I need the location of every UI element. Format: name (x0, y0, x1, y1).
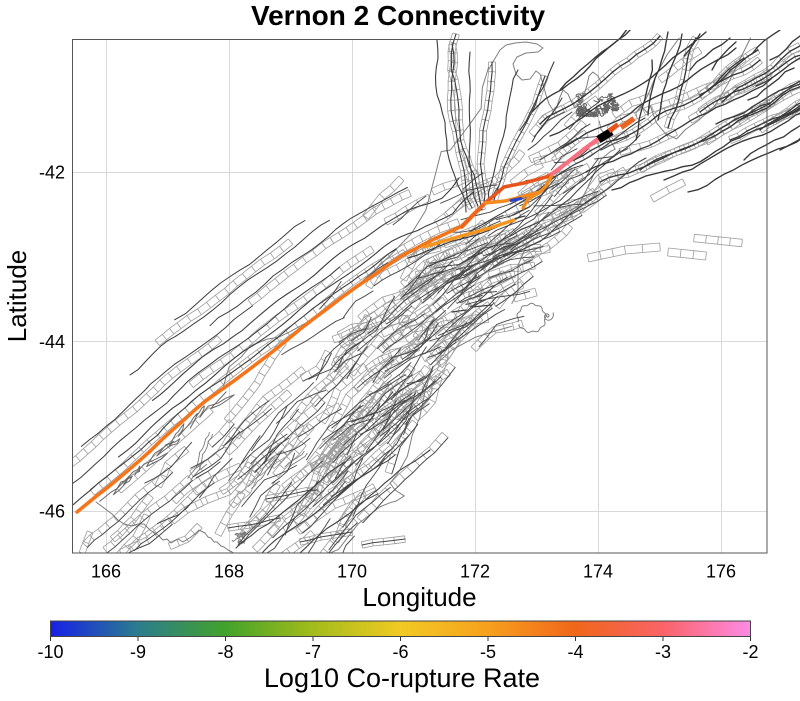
svg-text:176: 176 (706, 562, 736, 582)
svg-text:-2: -2 (742, 642, 758, 662)
svg-text:166: 166 (91, 562, 121, 582)
svg-text:-9: -9 (130, 642, 146, 662)
svg-text:170: 170 (337, 562, 367, 582)
svg-text:-5: -5 (480, 642, 496, 662)
svg-text:-8: -8 (217, 642, 233, 662)
svg-text:-3: -3 (655, 642, 671, 662)
svg-text:Longitude: Longitude (362, 582, 476, 612)
svg-text:168: 168 (214, 562, 244, 582)
svg-text:172: 172 (460, 562, 490, 582)
svg-text:-46: -46 (39, 502, 65, 522)
svg-text:Log10 Co-rupture Rate: Log10 Co-rupture Rate (264, 663, 540, 693)
svg-text:Latitude: Latitude (2, 250, 32, 343)
svg-text:Vernon 2 Connectivity: Vernon 2 Connectivity (251, 0, 545, 31)
svg-text:-6: -6 (392, 642, 408, 662)
svg-text:-42: -42 (39, 163, 65, 183)
svg-text:-10: -10 (37, 642, 63, 662)
svg-text:174: 174 (583, 562, 613, 582)
svg-text:-4: -4 (567, 642, 583, 662)
svg-text:-7: -7 (305, 642, 321, 662)
svg-text:-44: -44 (39, 332, 65, 352)
